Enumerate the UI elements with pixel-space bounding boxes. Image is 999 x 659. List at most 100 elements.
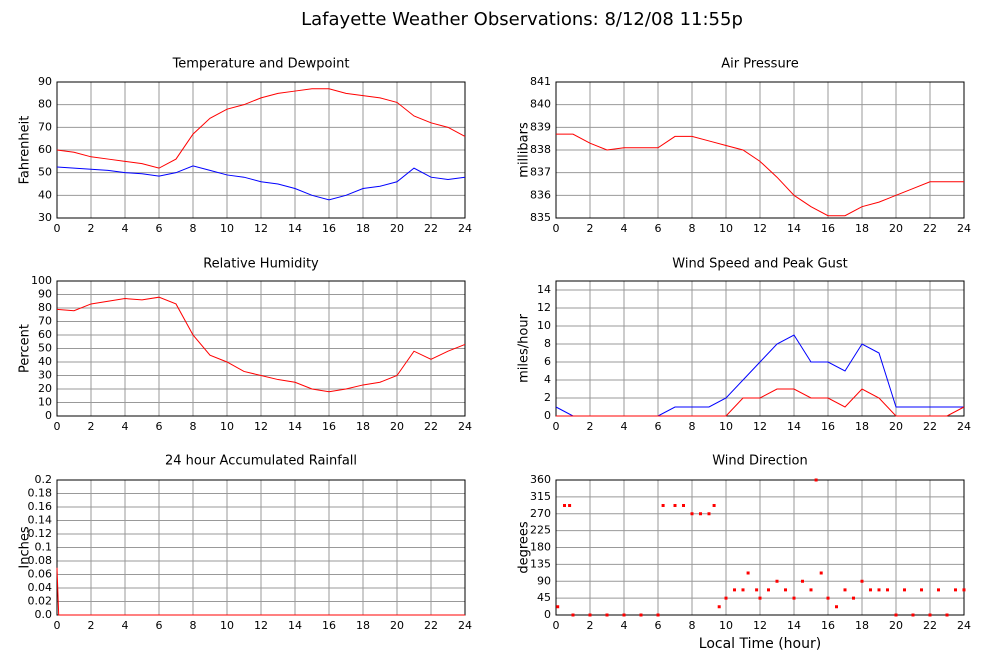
y-tick-label: 360 <box>530 473 551 486</box>
x-tick-label: 2 <box>587 619 594 632</box>
point <box>877 588 881 592</box>
point <box>814 478 818 482</box>
y-axis-label: Inches <box>18 526 33 568</box>
x-tick-label: 10 <box>220 619 234 632</box>
x-tick-label: 0 <box>553 420 560 433</box>
x-tick-label: 24 <box>957 619 971 632</box>
x-tick-label: 24 <box>458 420 472 433</box>
x-tick-label: 14 <box>288 619 302 632</box>
point <box>775 579 779 583</box>
page-title: Lafayette Weather Observations: 8/12/08 … <box>301 9 743 30</box>
x-tick-label: 18 <box>855 619 869 632</box>
y-tick-label: 60 <box>38 328 52 341</box>
y-tick-label: 10 <box>38 396 52 409</box>
y-tick-label: 840 <box>530 98 551 111</box>
x-tick-label: 0 <box>553 222 560 235</box>
point <box>755 588 759 592</box>
point <box>741 588 745 592</box>
x-tick-label: 18 <box>356 420 370 433</box>
point <box>746 571 750 575</box>
y-tick-label: 0 <box>544 409 551 422</box>
y-tick-label: 0.14 <box>28 514 53 527</box>
x-tick-label: 2 <box>88 420 95 433</box>
y-tick-label: 315 <box>530 490 551 503</box>
x-tick-label: 12 <box>753 619 767 632</box>
y-tick-label: 8 <box>544 337 551 350</box>
x-tick-label: 16 <box>821 619 835 632</box>
point <box>945 613 949 617</box>
x-tick-label: 18 <box>855 420 869 433</box>
y-tick-label: 12 <box>537 301 551 314</box>
x-tick-label: 6 <box>655 420 662 433</box>
y-tick-label: 0 <box>544 608 551 621</box>
x-tick-label: 4 <box>621 222 628 235</box>
point <box>717 605 721 609</box>
point <box>920 588 923 592</box>
x-tick-label: 8 <box>190 619 197 632</box>
line <box>556 133 964 217</box>
y-tick-label: 0.1 <box>35 541 53 554</box>
y-tick-label: 14 <box>537 283 551 296</box>
x-tick-label: 22 <box>923 222 937 235</box>
y-tick-label: 0.12 <box>28 527 53 540</box>
point <box>928 613 932 617</box>
y-tick-label: 60 <box>38 143 52 156</box>
x-tick-label: 6 <box>156 420 163 433</box>
y-tick-label: 0.06 <box>28 568 53 581</box>
point <box>733 588 736 592</box>
point <box>962 588 966 592</box>
point <box>690 512 694 516</box>
point <box>819 571 823 575</box>
y-tick-label: 70 <box>38 315 52 328</box>
y-tick-label: 0.16 <box>28 500 53 513</box>
x-tick-label: 24 <box>458 619 472 632</box>
x-tick-label: 2 <box>587 222 594 235</box>
x-tick-label: 12 <box>254 420 268 433</box>
point <box>792 596 796 600</box>
y-tick-label: 0.08 <box>28 554 53 567</box>
point <box>767 588 770 592</box>
x-tick-label: 0 <box>54 420 61 433</box>
point <box>639 613 643 617</box>
x-tick-label: 10 <box>220 222 234 235</box>
point <box>835 605 838 609</box>
point <box>937 588 940 592</box>
x-tick-label: 20 <box>889 222 903 235</box>
y-tick-label: 40 <box>38 355 52 368</box>
point <box>911 613 915 617</box>
x-tick-label: 24 <box>458 222 472 235</box>
x-tick-label: 16 <box>322 619 336 632</box>
chart-title: Air Pressure <box>721 57 799 72</box>
x-tick-label: 12 <box>753 222 767 235</box>
point <box>673 504 677 507</box>
point <box>809 588 813 592</box>
x-tick-label: 10 <box>719 222 733 235</box>
point <box>826 596 830 600</box>
x-tick-label: 20 <box>390 222 404 235</box>
x-tick-label: 2 <box>88 222 95 235</box>
x-tick-label: 4 <box>122 619 129 632</box>
point <box>622 613 626 617</box>
x-tick-label: 18 <box>356 619 370 632</box>
y-tick-label: 180 <box>530 541 551 554</box>
line <box>56 567 465 616</box>
chart-title: Relative Humidity <box>203 257 319 272</box>
x-tick-label: 8 <box>689 420 696 433</box>
x-tick-label: 12 <box>254 222 268 235</box>
y-tick-label: 0.0 <box>35 608 53 621</box>
x-tick-label: 20 <box>889 619 903 632</box>
y-tick-label: 80 <box>38 98 52 111</box>
x-tick-label: 22 <box>923 619 937 632</box>
x-tick-label: 16 <box>322 222 336 235</box>
x-tick-label: 24 <box>957 420 971 433</box>
x-tick-label: 12 <box>753 420 767 433</box>
y-axis-label: miles/hour <box>517 313 532 382</box>
point <box>568 504 572 507</box>
x-tick-label: 12 <box>254 619 268 632</box>
plot-frame <box>555 81 965 219</box>
y-tick-label: 839 <box>530 120 551 133</box>
point <box>707 512 711 516</box>
point <box>661 504 665 507</box>
